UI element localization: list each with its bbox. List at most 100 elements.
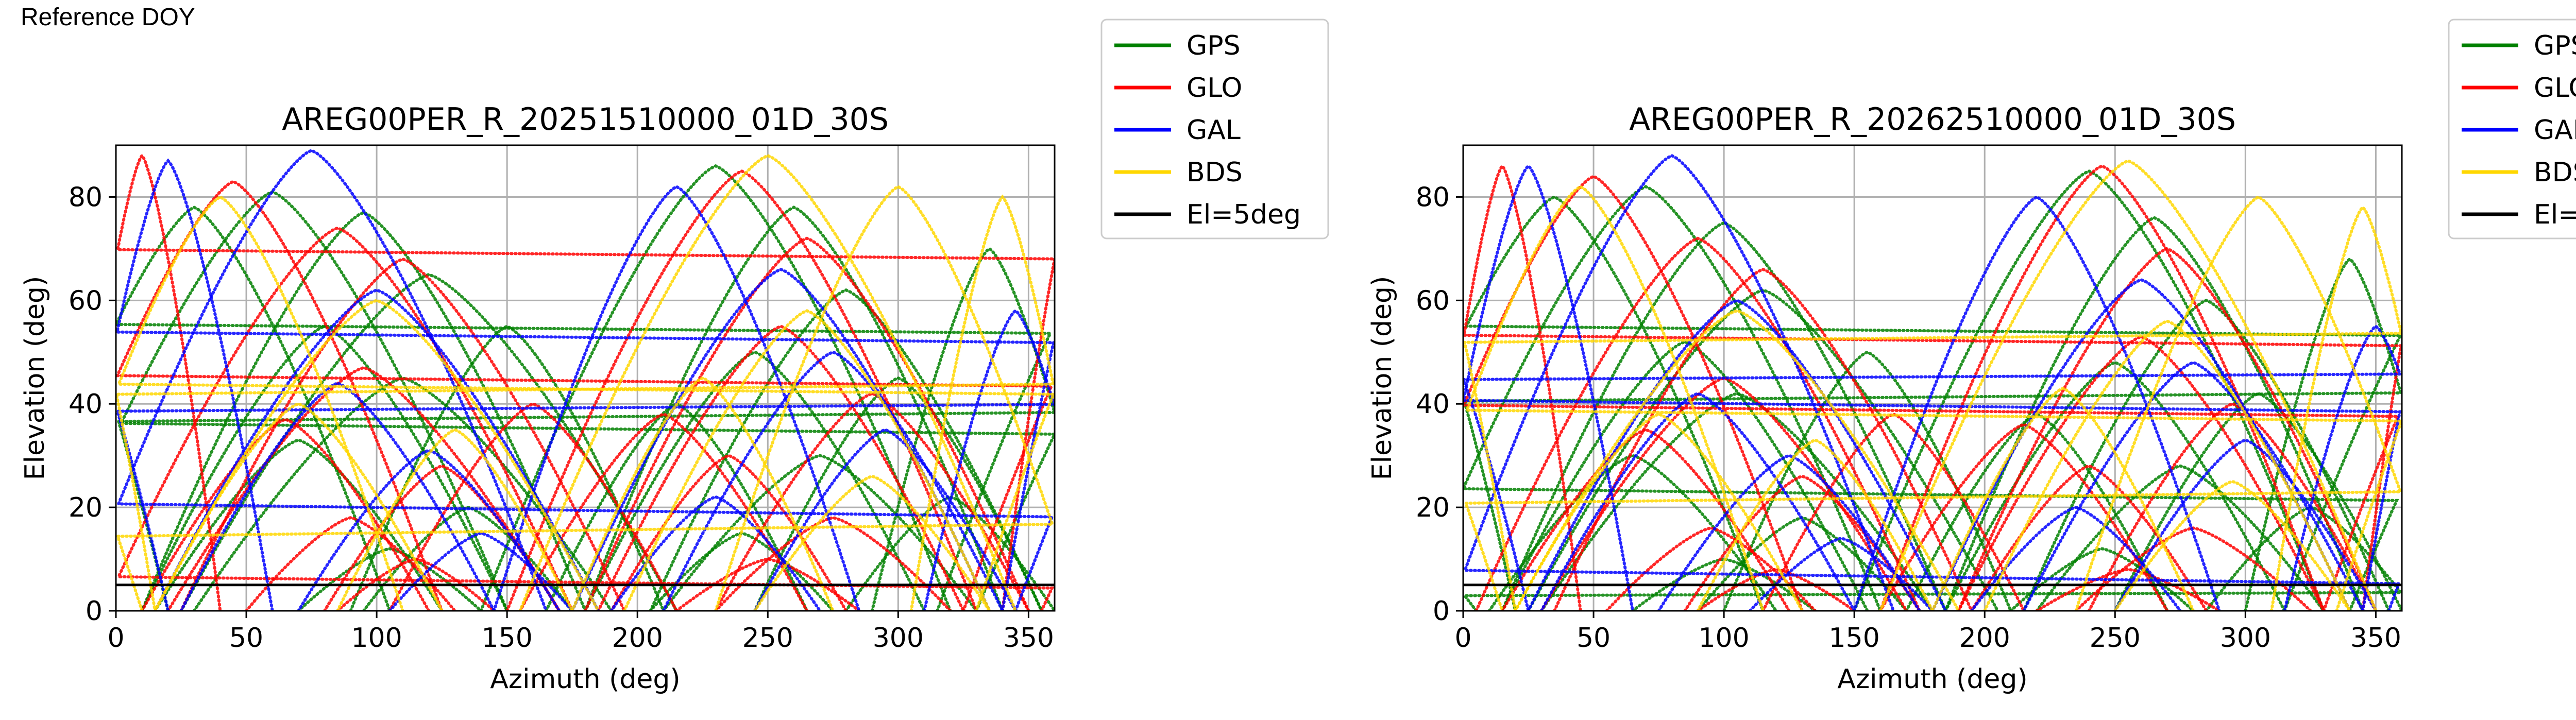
series-bds [1463,159,2402,611]
x-tick-label: 0 [1454,623,1471,654]
satellite-track [1463,204,2402,611]
satellite-track [140,418,431,611]
satellite-track [1983,319,2351,611]
satellite-track [116,179,1054,611]
y-axis-label: Elevation (deg) [1367,276,1398,481]
satellite-track [116,195,1055,611]
satellite-track [1878,423,2169,611]
y-tick-label: 0 [1433,596,1450,627]
satellite-track [388,532,574,611]
legend-label: El=5deg [2534,199,2576,230]
satellite-track [179,257,626,611]
axes-frame [1462,144,2403,612]
satellite-track [1464,195,2402,611]
satellite-track [1878,159,2378,611]
x-tick-label: 250 [742,623,793,654]
satellite-track [2074,526,2312,611]
plot-area [116,148,1055,611]
satellite-track [584,350,926,611]
satellite-track [116,194,1055,611]
satellite-track [1463,174,2400,611]
y-tick-label: 40 [1416,389,1450,420]
x-tick-label: 0 [107,623,124,654]
satellite-track [1514,413,1804,611]
chart-2: 0 50 100 150 200 250 300 350 0 20 40 60 80 AREG00PER_… [1367,101,2403,695]
legend: GPS GLO GAL BDS El=5deg [1100,19,1329,239]
satellite-track [116,226,1055,611]
series-glo [116,152,1055,611]
satellite-track [570,376,835,611]
satellite-track [2113,479,2351,611]
satellite-track [388,402,679,611]
satellite-track [2035,568,2221,611]
satellite-track [116,148,1055,611]
satellite-track [1683,474,1921,611]
x-tick-label: 100 [1698,623,1749,654]
satellite-track [1463,185,2399,611]
satellite-track [1527,288,1999,611]
satellite-track [1463,163,2402,611]
satellite-track [675,557,861,611]
y-axis-label: Elevation (deg) [20,276,50,481]
satellite-track [492,184,861,611]
satellite-track [1500,340,1869,611]
legend-label: GAL [2534,115,2576,146]
legend-label: GPS [1187,30,1241,61]
x-tick-label: 250 [2090,623,2141,654]
satellite-track [1853,195,2221,611]
legend-label: GLO [1187,73,1242,104]
y-tick-label: 20 [1416,492,1450,523]
chart-title: AREG00PER_R_20251510000_01D_30S [282,101,889,138]
legend-label: El=5deg [1187,199,1301,230]
series-bds [116,153,1055,611]
legend-label: GAL [1187,115,1241,146]
chart-title: AREG00PER_R_20262510000_01D_30S [1629,101,2236,138]
satellite-track [1539,391,1856,611]
satellite-track [662,350,1004,611]
y-tick-label: 60 [69,285,103,316]
satellite-track [179,381,496,611]
y-tick-label: 20 [69,492,103,523]
satellite-track [1463,324,2402,611]
satellite-track [1527,299,1947,611]
y-tick-label: 60 [1416,285,1450,316]
x-tick-label: 100 [351,623,402,654]
x-tick-label: 150 [1829,623,1880,654]
satellite-track [1696,568,1856,611]
plot-area [1463,153,2402,611]
chart-1: 0 50 100 150 200 250 300 350 0 20 40 60 80 AREG00PER_… [20,101,1056,695]
satellite-track [1514,309,1960,611]
satellite-track [116,308,1055,611]
satellite-track [1878,164,2326,611]
satellite-track [1463,153,2401,611]
x-tick-label: 50 [1577,623,1611,654]
x-tick-label: 150 [482,623,533,654]
legend-box [1100,19,1329,239]
legend: GPS GLO GAL BDS El=5deg [2448,19,2576,239]
axes-frame [115,144,1056,612]
x-tick-label: 200 [1959,623,2010,654]
x-tick-label: 300 [873,623,924,654]
satellite-track [153,402,444,611]
legend-label: GPS [2534,30,2576,61]
x-axis-label: Azimuth (deg) [490,664,680,695]
y-tick-label: 0 [86,596,103,627]
satellite-track [1463,163,2402,611]
satellite-track [2087,402,2378,611]
satellite-track [649,288,1043,611]
legend-label: BDS [1187,157,1243,188]
satellite-track [1931,386,2195,611]
x-axis-label: Azimuth (deg) [1837,664,2027,695]
y-tick-label: 40 [69,389,103,420]
satellite-track [153,288,600,611]
figure-caption: Reference DOY [21,4,195,31]
satellite-track [116,158,1055,611]
x-tick-label: 350 [2350,623,2401,654]
legend-label: GLO [2534,73,2576,104]
series-gal [1463,153,2402,611]
satellite-track [1722,350,2012,611]
satellite-track [584,236,1030,611]
satellite-track [2022,361,2365,611]
satellite-track [609,454,848,611]
